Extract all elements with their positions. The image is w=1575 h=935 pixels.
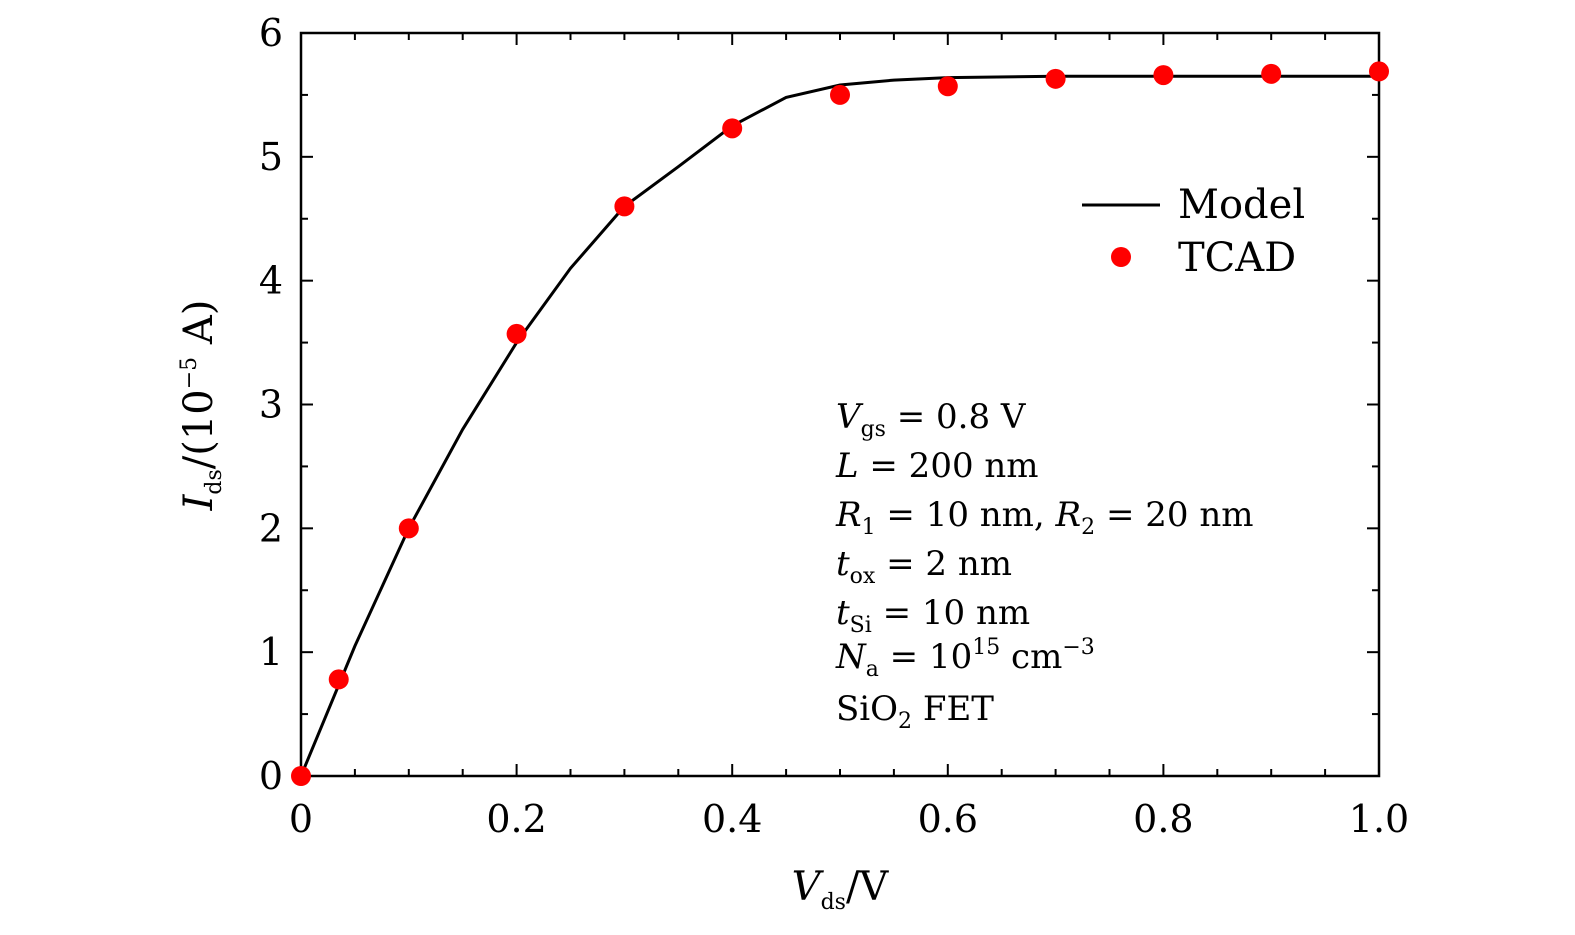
tcad-point: [830, 84, 850, 105]
x-axis-title: Vds/V: [792, 864, 890, 915]
annotation-tsi: tSi = 10 nm: [836, 593, 1030, 638]
annotation-fet: SiO2 FET: [836, 689, 994, 734]
axis-ticks: [300, 32, 1380, 777]
tcad-point: [291, 766, 311, 786]
x-tick-labels: 0 0.2 0.4 0.6 0.8 1.0: [289, 797, 1409, 841]
y-tick-label: 6: [259, 11, 283, 55]
tcad-points: [291, 61, 1389, 786]
annotation-radii: R1 = 10 nm, R2 = 20 nm: [835, 495, 1253, 540]
x-tick-label: 0.4: [702, 797, 762, 841]
tcad-point: [1369, 61, 1389, 82]
y-tick-label: 0: [259, 754, 283, 798]
legend-label-model: Model: [1178, 182, 1305, 228]
y-tick-label: 4: [259, 259, 283, 303]
legend-dot-swatch: [1111, 247, 1131, 267]
x-tick-label: 0: [289, 797, 313, 841]
annotation-length: L = 200 nm: [835, 446, 1039, 486]
tcad-point: [506, 323, 527, 344]
y-tick-labels: 0 1 2 3 4 5 6: [259, 11, 283, 798]
y-tick-label: 3: [259, 383, 283, 427]
legend: Model TCAD: [1082, 182, 1305, 281]
annotation-na: Na = 1015 cm−3: [835, 635, 1095, 682]
tcad-point: [1153, 65, 1174, 86]
y-tick-label: 5: [259, 135, 283, 179]
y-tick-label: 1: [259, 630, 283, 674]
y-axis-title: Ids/(10−5 A): [176, 300, 227, 512]
tcad-point: [1045, 68, 1066, 89]
tcad-point: [1261, 63, 1282, 84]
annotation-tox: tox = 2 nm: [836, 544, 1012, 589]
x-tick-label: 1.0: [1349, 797, 1409, 841]
tcad-point: [614, 196, 635, 217]
x-tick-label: 0.8: [1133, 797, 1193, 841]
annotation-vgs: Vgs = 0.8 V: [836, 397, 1027, 442]
legend-label-tcad: TCAD: [1178, 235, 1296, 281]
parameter-annotation: Vgs = 0.8 V L = 200 nm R1 = 10 nm, R2 = …: [835, 397, 1253, 734]
x-tick-label: 0.2: [486, 797, 546, 841]
tcad-point: [328, 669, 349, 690]
tcad-point: [722, 118, 743, 139]
tcad-point: [398, 518, 419, 539]
y-tick-label: 2: [259, 506, 283, 550]
x-tick-label: 0.6: [918, 797, 978, 841]
tcad-point: [937, 76, 958, 97]
